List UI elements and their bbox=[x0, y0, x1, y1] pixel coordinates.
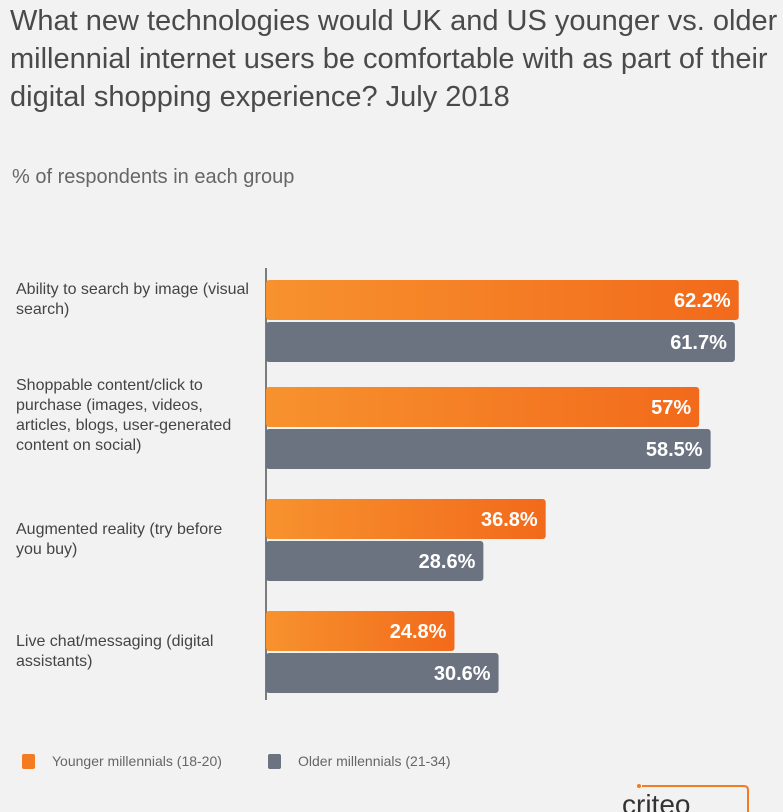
legend-swatch-younger bbox=[22, 754, 35, 769]
bar-younger bbox=[266, 280, 739, 320]
bar-younger bbox=[266, 387, 700, 427]
data-label: 24.8% bbox=[390, 621, 447, 643]
bar-older bbox=[266, 429, 711, 469]
data-label: 30.6% bbox=[434, 663, 491, 685]
bar-older bbox=[266, 541, 484, 581]
data-label: 58.5% bbox=[646, 439, 703, 461]
bar-older bbox=[266, 653, 499, 693]
data-label: 28.6% bbox=[419, 551, 476, 573]
bar-younger bbox=[266, 499, 546, 539]
bars-group: 62.2% 57% 36.8% 24.8% 61.7% 58.5% 28.6% 30.6% bbox=[266, 280, 739, 693]
category-label: Ability to search by image (visual searc… bbox=[16, 281, 249, 318]
category-label: Live chat/messaging (digital assistants) bbox=[16, 633, 214, 670]
chart-title: What new technologies would UK and US yo… bbox=[10, 5, 778, 113]
data-label: 57% bbox=[651, 397, 691, 419]
data-label: 36.8% bbox=[481, 509, 538, 531]
svg-text:criteo: criteo bbox=[622, 789, 690, 812]
legend-label-younger: Younger millennials (18-20) bbox=[52, 753, 222, 769]
data-label: 62.2% bbox=[674, 290, 731, 312]
category-label: Shoppable content/click to purchase (ima… bbox=[16, 377, 232, 454]
bar-younger bbox=[266, 611, 455, 651]
legend-swatch-older bbox=[268, 754, 281, 769]
legend-label-older: Older millennials (21-34) bbox=[298, 753, 451, 769]
category-label: Augmented reality (try before you buy) bbox=[16, 521, 223, 558]
bar-older bbox=[266, 322, 735, 362]
chart-subtitle: % of respondents in each group bbox=[12, 166, 295, 188]
data-label: 61.7% bbox=[670, 332, 727, 354]
bar-chart: 62.2% 57% 36.8% 24.8% 61.7% 58.5% 28.6% 30.6% bbox=[265, 268, 739, 700]
criteo-logo: criteo bbox=[622, 784, 749, 812]
